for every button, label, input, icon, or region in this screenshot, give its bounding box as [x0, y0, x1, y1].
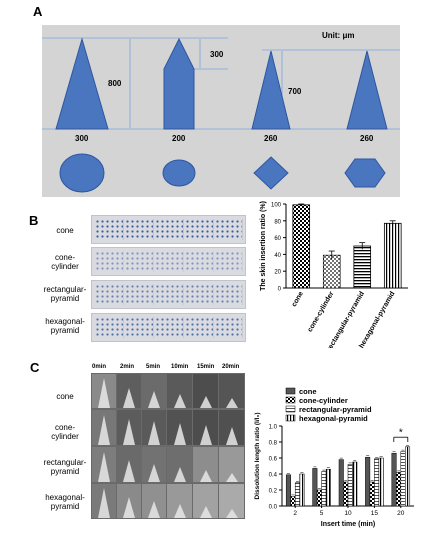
x-tick-label-2: 2: [293, 510, 297, 517]
bar-cone-5: [312, 468, 318, 507]
bar-cone-10: [338, 459, 344, 507]
x-tick-label-15: 15: [371, 510, 379, 517]
bar-hexagonal-pyramid-5: [325, 468, 331, 507]
time-label-5: 5min: [146, 364, 161, 370]
legend-swatch-cone-cylinder: [285, 396, 296, 404]
unit-label: Unit: μm: [322, 31, 354, 40]
legend-label-rectangular-pyramid: rectangular-pyramid: [299, 405, 372, 414]
bar-rectangular-pyramid-5: [321, 471, 327, 507]
panel-a-label: A: [33, 4, 43, 19]
bar-cone-cylinder-10: [343, 481, 349, 507]
c-row-label-cone-cylinder: cone- cylinder: [51, 423, 79, 441]
y-tick-label: 0.6: [269, 457, 278, 463]
y-tick-label: 0: [278, 287, 282, 293]
x-tick-label-20: 20: [397, 510, 405, 517]
bar-cone-cylinder-5: [316, 489, 322, 507]
skin-insertion-chart: 0 20 40 60 80 100 The skin insertion ratio (%)…: [260, 201, 408, 349]
category-label-cone-cylinder: cone-cylinder: [307, 290, 336, 333]
base-260-a: 260: [264, 134, 278, 143]
y-tick-label: 0.8: [269, 441, 278, 447]
cone-cylinder-base-circle: [162, 159, 196, 187]
bar-rectangular-pyramid-2: [294, 482, 300, 507]
cone-shape: [55, 37, 109, 130]
y-axis-label: The skin insertion ratio (%): [260, 201, 267, 291]
height-800: 800: [108, 79, 122, 88]
significance-star: *: [399, 428, 403, 439]
hexagonal-pyramid-shape: [346, 50, 388, 130]
bar-cone: [292, 204, 311, 289]
time-label-2: 2min: [120, 364, 135, 370]
legend-label-hexagonal-pyramid: hexagonal-pyramid: [299, 414, 368, 423]
y-axis-label: Dissolution length ratio (l/l₀): [254, 412, 261, 499]
bar-cone-cylinder-15: [369, 481, 375, 507]
panel-a-schematic: Unit: μm 800 300 700 300 200 260 260: [42, 25, 400, 197]
c-row-label-hexagonal-pyramid: hexagonal- pyramid: [45, 493, 85, 511]
base-300: 300: [75, 134, 89, 143]
row-label-hexagonal-pyramid: hexagonal- pyramid: [45, 317, 85, 335]
rectangular-pyramid-shape: [251, 50, 291, 130]
row-label-cone: cone: [56, 226, 74, 235]
y-tick-label: 80: [274, 219, 281, 225]
bar-cone-15: [365, 456, 371, 507]
time-label-10: 10min: [171, 364, 189, 370]
cone-cylinder-shape: [163, 37, 195, 130]
bar-hexagonal-pyramid-20: [405, 446, 411, 507]
y-tick-label: 1.0: [269, 425, 278, 431]
c-row-label-rectangular-pyramid: rectangular- pyramid: [43, 458, 87, 476]
hexagon-base: [344, 158, 386, 188]
legend-swatch-hexagonal-pyramid: [285, 414, 296, 422]
legend-label-cone-cylinder: cone-cylinder: [299, 396, 348, 405]
skin-photo-rectangular-pyramid: [91, 280, 246, 309]
c-row-label-cone: cone: [56, 392, 74, 401]
x-tick-label-5: 5: [320, 510, 324, 517]
skin-photo-cone-cylinder: [91, 247, 246, 276]
y-tick-label: 20: [274, 270, 281, 276]
skin-photo-cone: [91, 215, 246, 244]
bar-rectangular-pyramid: [353, 245, 372, 289]
bar-cone-cylinder-2: [290, 496, 296, 507]
bar-rectangular-pyramid-20: [400, 451, 406, 507]
legend-swatch-cone: [285, 387, 296, 395]
y-tick-label: 0.2: [269, 489, 278, 495]
row-label-rectangular-pyramid: rectangular- pyramid: [43, 285, 87, 303]
y-tick-label: 40: [274, 253, 281, 259]
height-700: 700: [288, 87, 302, 96]
cone-base-circle: [59, 153, 105, 193]
bar-hexagonal-pyramid-10: [352, 461, 358, 507]
bar-cone-2: [285, 474, 291, 507]
bar-hexagonal-pyramid: [383, 222, 402, 289]
bar-cone-20: [391, 452, 397, 507]
time-label-15: 15min: [197, 364, 215, 370]
dissolution-length-chart: 0.0 0.2 0.4 0.6 0.8 1.0 Dissolution length rat…: [254, 387, 414, 528]
y-tick-label: 0.4: [269, 473, 278, 479]
bar-hexagonal-pyramid-2: [299, 473, 305, 507]
panel-b-label: B: [29, 213, 39, 228]
x-axis-label: Insert time (min): [321, 521, 375, 528]
time-label-0: 0min: [92, 364, 107, 370]
microneedle-geometry-diagram: Unit: μm 800 300 700 300 200 260 260: [42, 25, 400, 197]
panel-c-label: C: [30, 360, 40, 375]
dissolution-micrograph-grid: [91, 373, 245, 519]
bar-rectangular-pyramid-10: [347, 464, 353, 507]
square-base: [253, 156, 289, 190]
x-tick-label-10: 10: [344, 510, 352, 517]
bar-cone-cylinder-20: [396, 472, 402, 507]
base-200: 200: [172, 134, 186, 143]
bar-fill-cone-cylinder: [323, 255, 341, 288]
bar-rectangular-pyramid-15: [374, 458, 380, 507]
base-260-b: 260: [360, 134, 374, 143]
y-tick-label: 60: [274, 236, 281, 242]
y-tick-label: 100: [271, 203, 282, 209]
skin-photo-hexagonal-pyramid: [91, 313, 246, 342]
height-300: 300: [210, 50, 224, 59]
time-label-20: 20min: [222, 364, 240, 370]
row-label-cone-cylinder: cone- cylinder: [51, 253, 79, 271]
y-tick-label: 0.0: [269, 505, 278, 511]
bar-hexagonal-pyramid-15: [378, 457, 384, 507]
category-label-cone: cone: [291, 290, 305, 308]
legend-label-cone: cone: [299, 387, 317, 396]
category-label-hexagonal-pyramid: hexagonal-pyramid: [358, 291, 396, 349]
legend-swatch-rectangular-pyramid: [285, 405, 296, 413]
